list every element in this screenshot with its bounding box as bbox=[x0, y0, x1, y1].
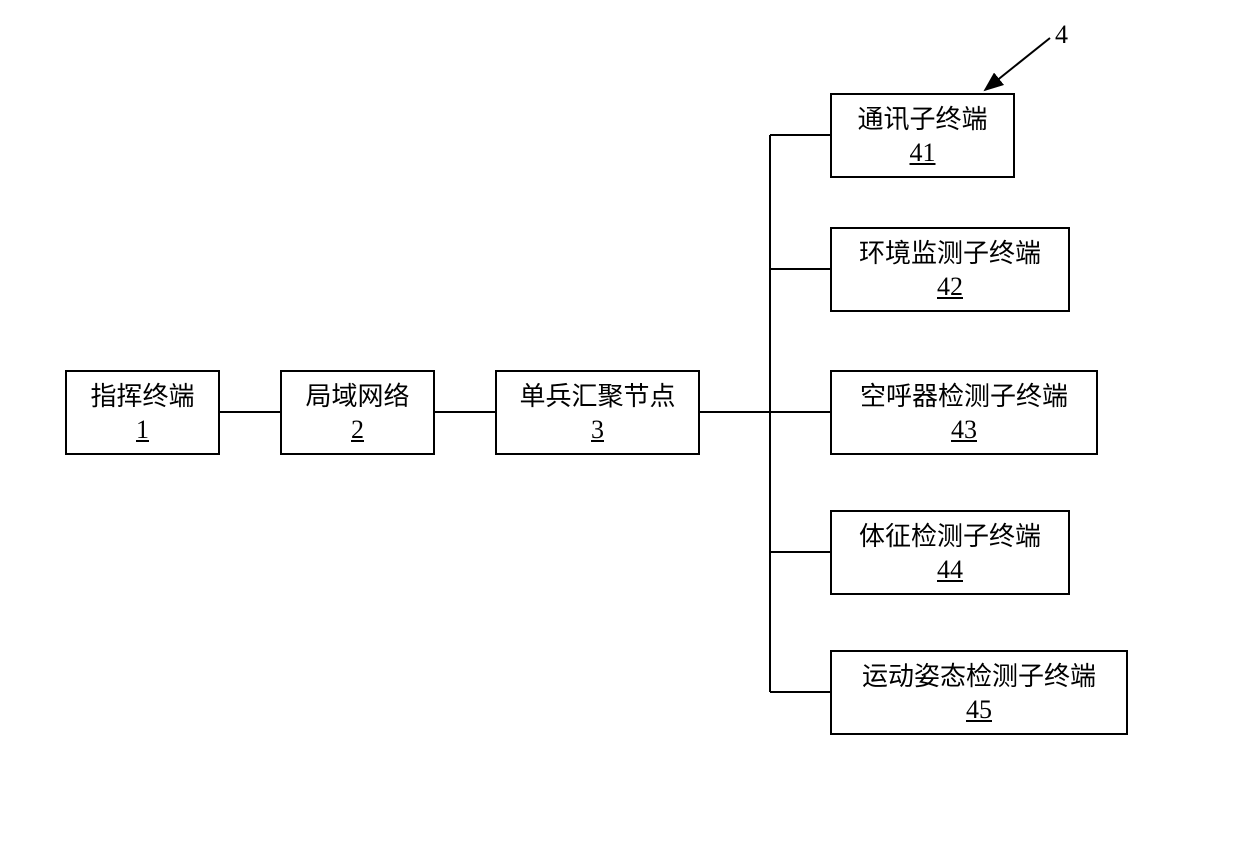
node-vital-subterminal: 体征检测子终端 44 bbox=[830, 510, 1070, 595]
node-label: 环境监测子终端 bbox=[859, 237, 1041, 271]
callout-arrow bbox=[985, 38, 1050, 90]
node-ref: 1 bbox=[136, 415, 149, 445]
node-lan: 局域网络 2 bbox=[280, 370, 435, 455]
node-ref: 42 bbox=[937, 272, 963, 302]
node-env-subterminal: 环境监测子终端 42 bbox=[830, 227, 1070, 312]
node-aggregation: 单兵汇聚节点 3 bbox=[495, 370, 700, 455]
node-comm-subterminal: 通讯子终端 41 bbox=[830, 93, 1015, 178]
callout-label: 4 bbox=[1055, 20, 1068, 50]
node-label: 通讯子终端 bbox=[857, 103, 987, 137]
node-label: 局域网络 bbox=[305, 380, 409, 414]
node-motion-subterminal: 运动姿态检测子终端 45 bbox=[830, 650, 1128, 735]
node-ref: 43 bbox=[951, 415, 977, 445]
node-label: 空呼器检测子终端 bbox=[860, 380, 1068, 414]
node-ref: 3 bbox=[591, 415, 604, 445]
node-ref: 45 bbox=[966, 695, 992, 725]
node-label: 单兵汇聚节点 bbox=[519, 380, 675, 414]
node-label: 运动姿态检测子终端 bbox=[862, 660, 1096, 694]
node-label: 体征检测子终端 bbox=[859, 520, 1041, 554]
node-breath-subterminal: 空呼器检测子终端 43 bbox=[830, 370, 1098, 455]
node-ref: 44 bbox=[937, 555, 963, 585]
node-ref: 41 bbox=[910, 138, 936, 168]
node-label: 指挥终端 bbox=[90, 380, 194, 414]
node-command-terminal: 指挥终端 1 bbox=[65, 370, 220, 455]
node-ref: 2 bbox=[351, 415, 364, 445]
